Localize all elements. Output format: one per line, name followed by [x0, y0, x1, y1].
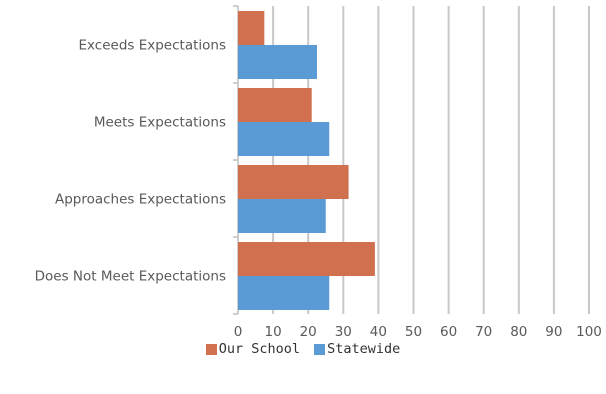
bar-statewide-does-not-meet-expectations — [238, 276, 330, 310]
category-label-meets-expectations: Meets Expectations — [94, 115, 226, 131]
bar-our-school-approaches-expectations — [238, 165, 349, 199]
x-tick-label-70: 70 — [475, 324, 492, 340]
x-tick-label-50: 50 — [405, 324, 422, 340]
x-tick-label-100: 100 — [576, 324, 602, 340]
legend-swatch-statewide — [314, 343, 326, 355]
legend-label-statewide: Statewide — [327, 341, 401, 357]
x-tick-label-40: 40 — [370, 324, 387, 340]
x-tick-label-60: 60 — [440, 324, 457, 340]
x-tick-label-20: 20 — [300, 324, 317, 340]
bar-statewide-exceeds-expectations — [238, 45, 317, 79]
category-label-exceeds-expectations: Exceeds Expectations — [79, 38, 227, 54]
bar-our-school-exceeds-expectations — [238, 11, 265, 45]
x-tick-label-10: 10 — [265, 324, 282, 340]
x-tick-label-0: 0 — [234, 324, 243, 340]
legend-item-statewide: Statewide — [314, 341, 400, 357]
legend-swatch-our-school — [205, 343, 217, 355]
bar-statewide-approaches-expectations — [238, 199, 326, 233]
bar-our-school-meets-expectations — [238, 88, 312, 122]
legend-label-our-school: Our School — [218, 341, 301, 357]
bar-statewide-meets-expectations — [238, 122, 330, 156]
x-tick-label-90: 90 — [545, 324, 562, 340]
legend-item-our-school: Our School — [205, 341, 301, 357]
legend: Our School Statewide — [0, 341, 606, 357]
category-label-does-not-meet-expectations: Does Not Meet Expectations — [35, 269, 226, 285]
x-tick-label-30: 30 — [335, 324, 352, 340]
bar-our-school-does-not-meet-expectations — [238, 242, 375, 276]
category-label-approaches-expectations: Approaches Expectations — [55, 192, 226, 208]
x-tick-label-80: 80 — [510, 324, 527, 340]
